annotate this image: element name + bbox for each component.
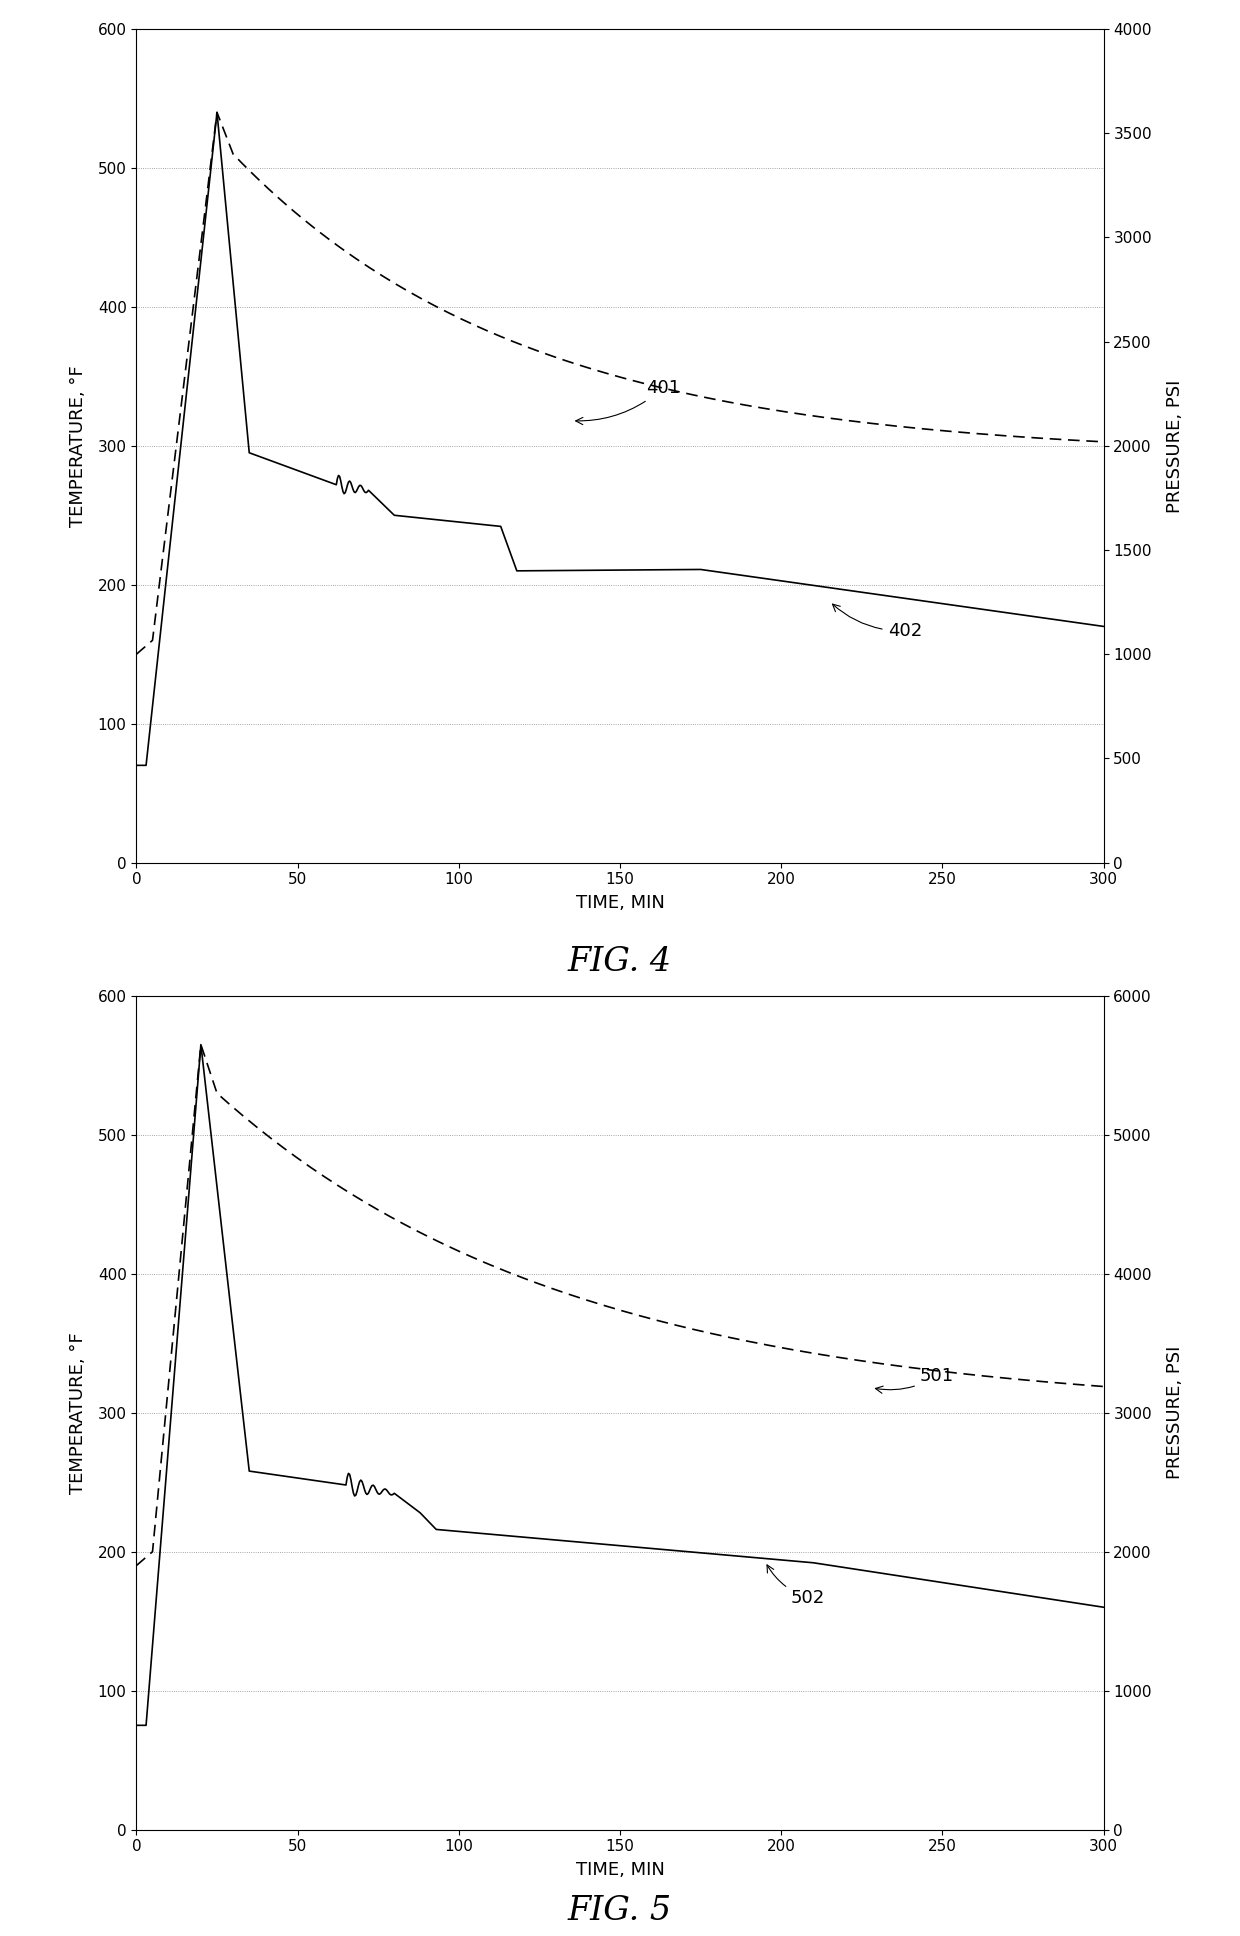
Text: FIG. 4: FIG. 4	[568, 947, 672, 978]
Y-axis label: TEMPERATURE, °F: TEMPERATURE, °F	[68, 366, 87, 527]
Y-axis label: PRESSURE, PSI: PRESSURE, PSI	[1166, 1346, 1184, 1479]
Text: 402: 402	[832, 604, 921, 641]
Text: 401: 401	[575, 379, 680, 424]
X-axis label: TIME, MIN: TIME, MIN	[575, 1860, 665, 1880]
Y-axis label: TEMPERATURE, °F: TEMPERATURE, °F	[68, 1332, 87, 1493]
Text: 501: 501	[875, 1367, 954, 1394]
Text: 502: 502	[768, 1564, 825, 1607]
Y-axis label: PRESSURE, PSI: PRESSURE, PSI	[1166, 379, 1184, 513]
Text: FIG. 5: FIG. 5	[568, 1895, 672, 1926]
X-axis label: TIME, MIN: TIME, MIN	[575, 894, 665, 912]
